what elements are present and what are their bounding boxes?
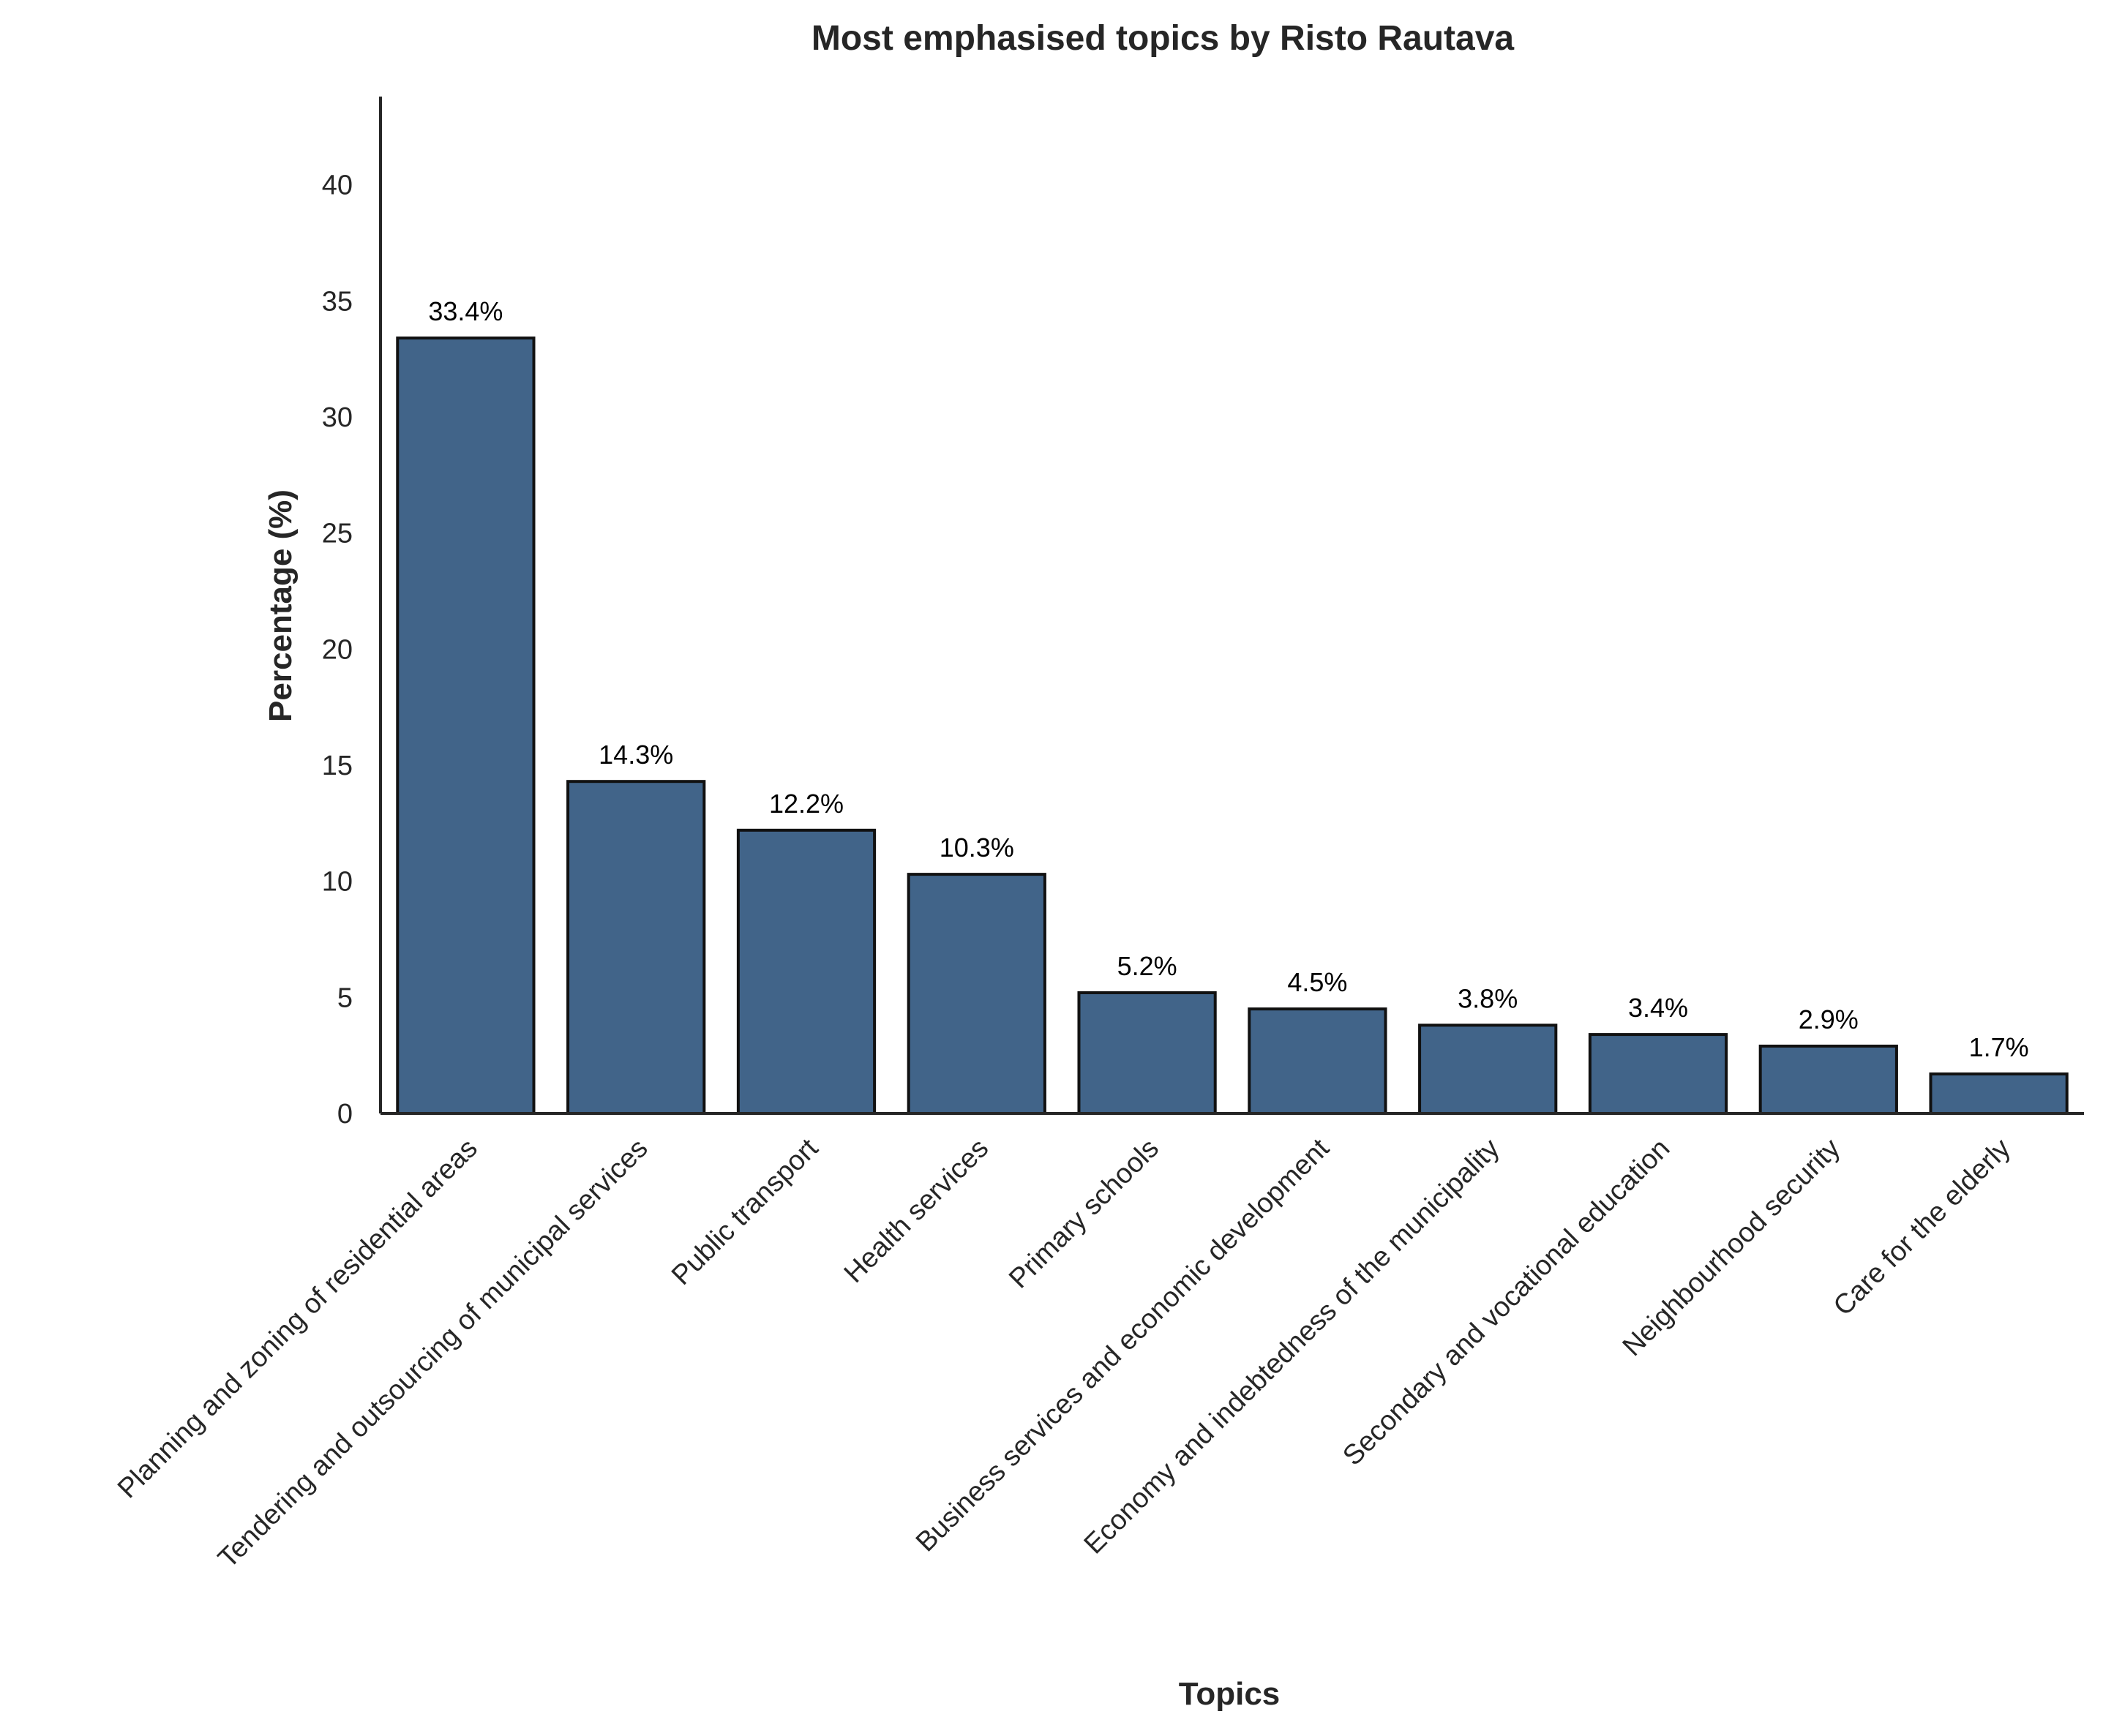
y-axis-label: Percentage (%) bbox=[263, 489, 299, 722]
bar-data-label: 1.7% bbox=[1969, 1032, 2029, 1062]
bar-data-label: 3.4% bbox=[1628, 993, 1688, 1023]
bar bbox=[1929, 1072, 2069, 1115]
bar bbox=[1077, 991, 1217, 1115]
y-tick-label: 0 bbox=[337, 1099, 353, 1130]
bar-data-label: 33.4% bbox=[428, 296, 503, 326]
x-tick-label: Public transport bbox=[666, 1132, 825, 1291]
y-tick-label: 35 bbox=[322, 286, 353, 317]
bar bbox=[396, 337, 536, 1115]
bar bbox=[1758, 1044, 1898, 1115]
bar bbox=[1418, 1023, 1558, 1115]
bars-group: 33.4% 14.3% 12.2% 10.3% 5.2% 4.5% 3.8% 3.4% 2.9%… bbox=[396, 296, 2069, 1116]
bar bbox=[1248, 1007, 1387, 1115]
chart-title: Most emphasised topics by Risto Rautava bbox=[811, 19, 1515, 58]
x-axis-label: Topics bbox=[1179, 1676, 1281, 1712]
bar bbox=[1588, 1033, 1728, 1116]
bar-data-label: 5.2% bbox=[1117, 951, 1177, 981]
y-tick-label: 40 bbox=[322, 170, 353, 201]
x-tick-label: Care for the elderly bbox=[1828, 1133, 2017, 1322]
bar bbox=[736, 828, 877, 1115]
bar-data-label: 3.8% bbox=[1458, 983, 1518, 1013]
y-tick-label: 15 bbox=[322, 751, 353, 781]
y-tick-label: 20 bbox=[322, 634, 353, 665]
x-ticks-group: Planning and zoning of residential areas… bbox=[112, 1132, 2017, 1574]
x-tick-label: Health services bbox=[839, 1133, 994, 1289]
y-tick-label: 25 bbox=[322, 519, 353, 549]
y-ticks-group: 0 5 10 15 20 25 30 35 40 bbox=[322, 170, 353, 1130]
x-tick-label: Secondary and vocational education bbox=[1337, 1133, 1676, 1472]
bar-data-label: 2.9% bbox=[1799, 1004, 1859, 1034]
bar bbox=[566, 780, 706, 1116]
x-tick-label: Planning and zoning of residential areas bbox=[112, 1133, 484, 1505]
y-tick-label: 5 bbox=[337, 982, 353, 1013]
bar bbox=[907, 873, 1046, 1115]
bar-data-label: 12.2% bbox=[769, 789, 844, 819]
bar-data-label: 14.3% bbox=[599, 740, 673, 770]
bar-data-label: 10.3% bbox=[940, 833, 1014, 863]
y-tick-label: 10 bbox=[322, 867, 353, 898]
y-tick-label: 30 bbox=[322, 402, 353, 433]
bar-data-label: 4.5% bbox=[1287, 967, 1347, 997]
x-tick-label: Primary schools bbox=[1003, 1133, 1165, 1295]
